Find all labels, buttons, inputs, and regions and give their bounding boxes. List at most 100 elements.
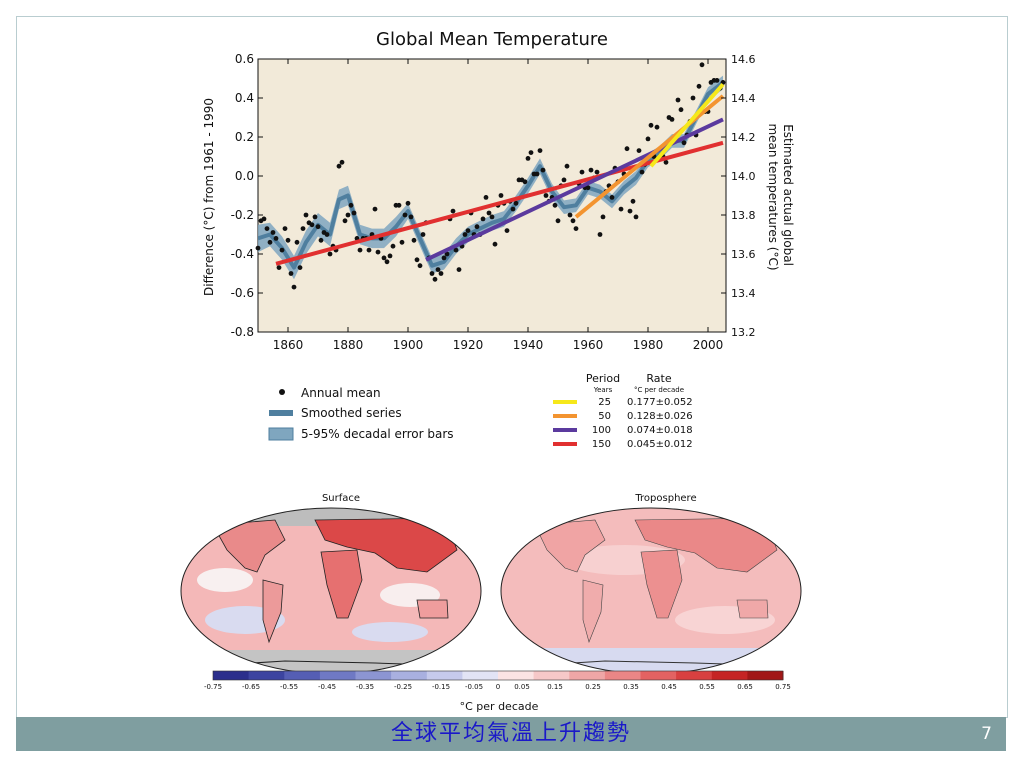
annual-mean-point [714,78,720,83]
map-tropo-north-america [534,519,606,573]
map-tropo-australia [736,599,769,619]
annual-mean-point [414,257,420,263]
annual-mean-point [453,247,459,253]
annual-mean-point [513,200,519,206]
annual-mean-points [255,62,726,290]
annual-mean-point [669,117,675,122]
page-number: 7 [981,724,992,744]
annual-mean-point [492,241,498,247]
annual-mean-point [480,216,486,222]
annual-mean-point [510,206,516,212]
legend-smoothed-swatch [269,410,293,416]
map-surface-australia [416,599,449,619]
annual-mean-point [432,276,438,282]
colorbar-segment [569,671,606,680]
y-tick-label-left: 0.6 [235,52,254,66]
annual-mean-point [609,195,615,200]
y-axis-label-left: Difference (°C) from 1961 - 1990 [202,98,216,296]
y-tick-label-left: 0.2 [235,130,254,144]
legend-left: Annual mean Smoothed series 5-95% decada… [268,386,454,441]
annual-mean-point [474,224,480,230]
colorbar-segment [676,671,713,680]
x-tick-label: 1920 [453,338,484,352]
x-tick-label: 2000 [693,338,724,352]
annual-mean-point [405,200,411,206]
annual-mean-point [627,208,633,214]
trend-line-50 [574,94,725,219]
annual-mean-point [618,206,624,212]
annual-mean-point [336,163,342,169]
colorbar-tick-label: 0.55 [699,683,715,691]
annual-mean-point [678,107,684,113]
annual-mean-point [303,212,309,218]
legend-trend-period: 25 [598,397,611,408]
annual-mean-point [384,259,390,265]
y-tick-label-right: 13.4 [731,287,756,300]
annual-mean-point [552,202,558,208]
map-tropo-south-america [582,579,604,643]
colorbar-tick-label: -0.75 [204,683,222,691]
smoothed-series [258,80,725,270]
colorbar-segment [213,671,250,680]
y-tick-label-right: 13.6 [731,248,756,261]
colorbar-segment [248,671,285,680]
colorbar-tick-label: -0.45 [318,683,336,691]
annual-mean-point [456,267,462,272]
annual-mean-point [645,136,651,142]
trend-line-150 [275,140,724,266]
colorbar-segment [533,671,570,680]
legend-period-sub: Years [593,386,613,394]
colorbar-segment [462,671,499,680]
annual-mean-point [564,163,570,169]
annual-mean-point [633,214,639,220]
annual-mean-point [408,214,414,220]
annual-mean-point [534,171,540,177]
colorbar-tick-label: -0.25 [394,683,412,691]
annual-mean-point [327,251,333,257]
annual-mean-point [498,193,504,198]
annual-mean-point [630,198,636,204]
annual-mean-point [372,206,378,212]
annual-mean-point [294,239,300,245]
y-tick-label-right: 13.8 [731,209,756,222]
annual-mean-point [396,202,402,208]
annual-mean-point [441,255,447,261]
annual-mean-point [375,249,381,255]
y-tick-label-right: 14.4 [731,92,756,105]
annual-mean-point [489,214,495,220]
annual-mean-point [594,169,600,175]
legend-period-header: Period [586,372,620,385]
annual-mean-point [573,226,579,232]
annual-mean-point [261,216,267,222]
annual-mean-point [570,218,576,224]
legend-smoothed: Smoothed series [301,406,402,420]
annual-mean-point [561,177,567,183]
annual-mean-point [351,210,357,216]
colorbar-tick-label: 0.05 [514,683,530,691]
figure: Global Mean Temperature 1860 1880 1900 1920… [165,20,841,715]
annual-mean-point [357,247,363,253]
colorbar-tick-label: -0.55 [280,683,298,691]
colorbar-segment [640,671,677,680]
annual-mean-point [486,210,492,216]
legend-trend-period: 50 [598,411,611,422]
colorbar-segment [604,671,641,680]
map-title-troposphere: Troposphere [634,493,696,504]
y-tick-label-right: 14.6 [731,53,756,66]
annual-mean-point [504,228,510,234]
y-tick-label-left: -0.2 [231,208,254,222]
colorbar: -0.75 -0.65 -0.55 -0.45 -0.35 -0.25 -0.15 -0.05… [204,670,791,691]
annual-mean-point [648,122,654,128]
colorbar-tick-label: -0.05 [465,683,483,691]
legend-trends: Period Years Rate °C per decade 25 0.177±… [553,372,693,450]
annual-mean-point [537,148,543,154]
x-tick-label: 1980 [633,338,664,352]
annual-mean-point [639,169,645,175]
annual-mean-point [462,232,468,237]
annual-mean-point [438,271,444,276]
colorbar-frame [212,670,784,681]
annual-mean-point [318,237,324,243]
annual-mean-point [420,232,426,237]
legend-trend-rows: 25 0.177±0.052 50 0.128±0.026 100 0.074±0.018… [553,397,693,450]
legend-error-bars: 5-95% decadal error bars [301,427,454,441]
